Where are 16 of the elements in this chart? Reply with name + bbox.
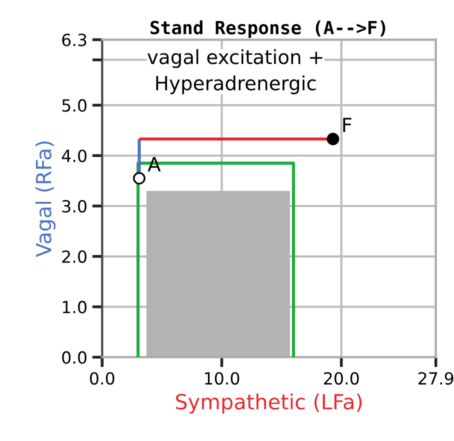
chart-title: Stand Response (A-->F) bbox=[150, 20, 386, 38]
y-axis-title: Vagal (RFa) bbox=[35, 142, 56, 257]
annotation: F bbox=[343, 118, 352, 132]
x-tick-label: 20.0 bbox=[324, 372, 359, 385]
x-tick-label: 27.9 bbox=[418, 372, 454, 385]
y-tick-label: 4.0 bbox=[62, 150, 86, 162]
y-tick-label: 0.0 bbox=[62, 351, 86, 364]
y-tick-label: 6.3 bbox=[62, 34, 86, 46]
x-tick-label: 10.0 bbox=[205, 372, 240, 385]
x-axis-title: Sympathetic (LFa) bbox=[176, 393, 362, 414]
y-tick-label: 1.0 bbox=[62, 300, 86, 314]
annotation: vagal excitation + Hyperadrenergic bbox=[148, 49, 322, 94]
y-tick-label: 3.0 bbox=[62, 200, 86, 213]
x-tick-label: 0.0 bbox=[90, 372, 114, 385]
y-tick-label: 2.0 bbox=[62, 250, 86, 263]
y-tick-label: 5.0 bbox=[62, 99, 86, 112]
